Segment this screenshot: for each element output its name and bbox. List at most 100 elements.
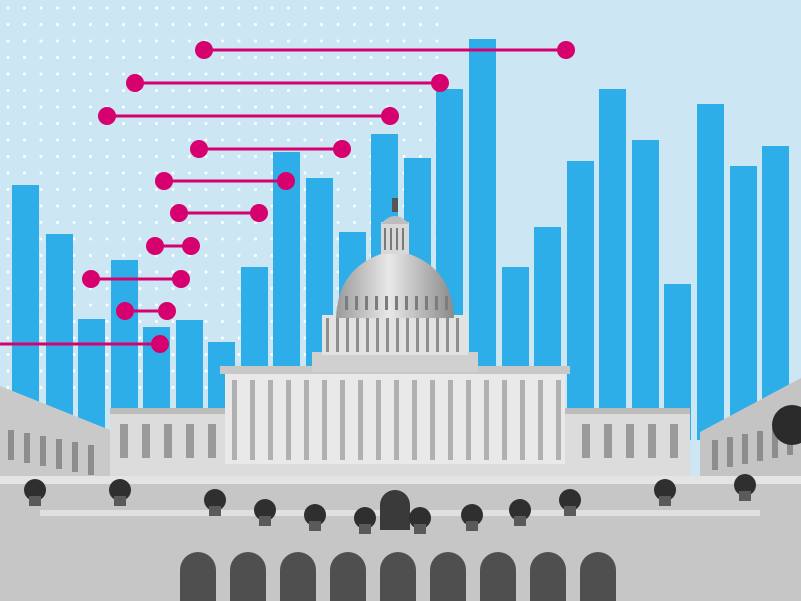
shrub — [24, 479, 46, 501]
dome-window — [385, 296, 388, 310]
column — [304, 380, 309, 460]
dumbbell-dot — [195, 41, 213, 59]
shrub — [304, 504, 326, 526]
dome-window — [405, 296, 408, 310]
arch — [430, 552, 466, 601]
lantern-column — [390, 228, 392, 250]
shrub — [254, 499, 276, 521]
planter — [659, 496, 671, 506]
lantern-column — [396, 228, 398, 250]
shrub — [109, 479, 131, 501]
dumbbell-dot — [158, 302, 176, 320]
column — [394, 380, 399, 460]
window — [648, 424, 656, 458]
tree — [772, 405, 801, 445]
arch — [180, 552, 216, 601]
window — [142, 424, 150, 458]
lantern-column — [402, 228, 404, 250]
window — [582, 424, 590, 458]
planter — [514, 516, 526, 526]
wing-window — [727, 437, 733, 467]
drum-column — [376, 318, 379, 352]
planter — [114, 496, 126, 506]
center-door — [380, 490, 410, 530]
arch — [280, 552, 316, 601]
dome-window — [425, 296, 428, 310]
column — [268, 380, 273, 460]
column — [466, 380, 471, 460]
planter — [309, 521, 321, 531]
dumbbell-dot — [172, 270, 190, 288]
column — [250, 380, 255, 460]
dome-window — [355, 296, 358, 310]
bar — [599, 89, 626, 440]
wing-window — [772, 428, 778, 458]
dumbbell-dot — [98, 107, 116, 125]
dumbbell-dot — [431, 74, 449, 92]
dome-window — [365, 296, 368, 310]
column — [340, 380, 345, 460]
window — [120, 424, 128, 458]
drum-column — [386, 318, 389, 352]
drum-column — [326, 318, 329, 352]
dumbbell-dot — [381, 107, 399, 125]
dumbbell-dot — [126, 74, 144, 92]
shrub — [204, 489, 226, 511]
planter — [29, 496, 41, 506]
planter — [466, 521, 478, 531]
dome-window — [375, 296, 378, 310]
wing-window — [88, 445, 94, 475]
column — [322, 380, 327, 460]
shrub — [409, 507, 431, 529]
statue — [392, 198, 398, 212]
dumbbell-dot — [250, 204, 268, 222]
dome-window — [395, 296, 398, 310]
shrub — [509, 499, 531, 521]
wing-window — [712, 440, 718, 470]
window — [604, 424, 612, 458]
dome-window — [345, 296, 348, 310]
dumbbell-dot — [151, 335, 169, 353]
arch — [530, 552, 566, 601]
lantern-top — [381, 216, 409, 224]
planter — [259, 516, 271, 526]
wing-window — [72, 442, 78, 472]
arch — [480, 552, 516, 601]
drum-column — [366, 318, 369, 352]
drum-column — [436, 318, 439, 352]
bar — [730, 166, 757, 440]
window — [164, 424, 172, 458]
column — [412, 380, 417, 460]
dumbbell-dot — [170, 204, 188, 222]
planter — [359, 524, 371, 534]
planter — [564, 506, 576, 516]
wing-window — [8, 430, 14, 460]
column — [448, 380, 453, 460]
dome-window — [435, 296, 438, 310]
drum-column — [396, 318, 399, 352]
shrub — [654, 479, 676, 501]
planter — [739, 491, 751, 501]
dome-window — [415, 296, 418, 310]
dumbbell-dot — [82, 270, 100, 288]
arch — [380, 552, 416, 601]
column — [538, 380, 543, 460]
drum-base — [312, 352, 478, 372]
wing-window — [742, 434, 748, 464]
drum-column — [426, 318, 429, 352]
column — [484, 380, 489, 460]
drum-column — [336, 318, 339, 352]
wing-window — [24, 433, 30, 463]
wing-window — [56, 439, 62, 469]
bar — [697, 104, 724, 440]
column — [502, 380, 507, 460]
column — [286, 380, 291, 460]
dumbbell-dot — [116, 302, 134, 320]
column — [376, 380, 381, 460]
drum-column — [416, 318, 419, 352]
shrub — [461, 504, 483, 526]
drum-column — [406, 318, 409, 352]
arch — [580, 552, 616, 601]
